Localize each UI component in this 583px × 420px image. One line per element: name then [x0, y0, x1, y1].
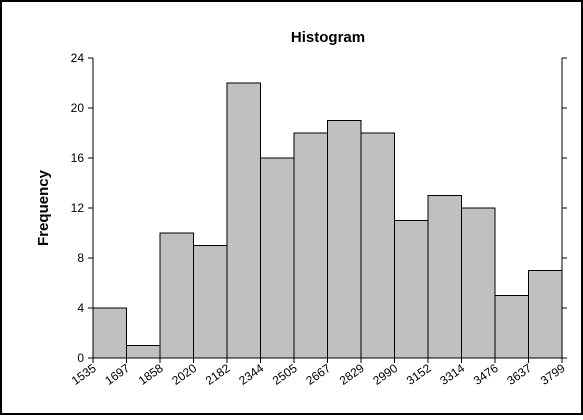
y-axis-label: Frequency: [35, 169, 52, 246]
histogram-bar: [394, 220, 429, 359]
histogram-bar: [126, 345, 161, 359]
histogram-bar: [360, 132, 395, 359]
y-tick-label: 12: [71, 201, 85, 215]
chart-title: Histogram: [291, 29, 365, 46]
histogram-bar: [528, 270, 563, 359]
histogram-bar: [293, 132, 328, 359]
y-tick-label: 4: [77, 301, 84, 315]
histogram-bar: [260, 157, 295, 359]
y-tick-label: 20: [71, 101, 85, 115]
histogram-bar: [193, 245, 228, 359]
histogram-bar: [461, 207, 496, 359]
histogram-bar: [327, 120, 362, 359]
histogram-bar: [427, 195, 462, 359]
histogram-bar: [159, 232, 194, 359]
histogram-bar: [226, 82, 261, 359]
histogram-bar: [494, 295, 529, 359]
y-tick-label: 0: [77, 351, 84, 365]
y-tick-label: 16: [71, 151, 85, 165]
histogram-bar: [92, 307, 127, 359]
y-tick-label: 8: [77, 251, 84, 265]
y-tick-label: 24: [71, 51, 85, 65]
